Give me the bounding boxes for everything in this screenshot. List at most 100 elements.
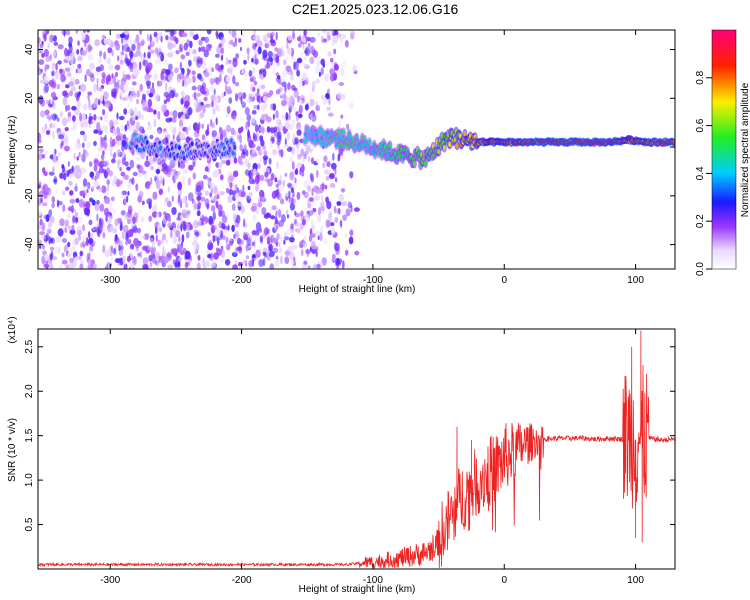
heatmap-noise-cell (70, 62, 74, 72)
heatmap-noise-cell (253, 35, 259, 40)
heatmap-noise-cell (163, 165, 169, 175)
heatmap-noise-cell (262, 113, 268, 121)
heatmap-noise-cell (74, 211, 78, 217)
snr-y-axis-label: SNR (10 * v/v) (7, 418, 18, 482)
heatmap-noise-cell (93, 164, 98, 172)
heatmap-noise-cell (286, 41, 289, 50)
heatmap-noise-cell (322, 97, 328, 105)
heatmap-noise-cell (263, 213, 269, 219)
heatmap-noise-cell (38, 136, 42, 142)
heatmap-noise-cell (208, 163, 211, 169)
heatmap-noise-cell (154, 47, 159, 54)
heatmap-noise-cell (206, 202, 210, 210)
heatmap-noise-cell (46, 115, 51, 120)
heatmap-noise-cell (177, 194, 181, 203)
heatmap-noise-cell (267, 57, 273, 62)
heatmap-noise-cell (274, 258, 280, 268)
heatmap-noise-cell (152, 211, 158, 218)
heatmap-noise-cell (203, 49, 209, 58)
heatmap-noise-cell (265, 93, 272, 98)
heatmap-noise-cell (160, 73, 167, 83)
heatmap-noise-cell (300, 148, 305, 157)
heatmap-noise-cell (167, 52, 173, 58)
heatmap-x-ticks: -300 -200 -100 0 100 (100, 30, 644, 286)
snr-y-tick-label: 2.5 (24, 339, 35, 353)
heatmap-noise-cell (42, 30, 46, 35)
heatmap-noise-cell (44, 151, 47, 158)
heatmap-noise-cell (200, 214, 205, 222)
heatmap-noise-cell (86, 188, 89, 193)
heatmap-noise-cell (43, 75, 50, 84)
heatmap-noise-cell (153, 202, 158, 212)
heatmap-noise-cell (43, 194, 48, 199)
heatmap-noise-cell (124, 124, 128, 132)
heatmap-noise-cell (75, 217, 78, 223)
heatmap-noise-cell (127, 103, 130, 108)
heatmap-noise-cell (336, 91, 343, 100)
heatmap-noise-cell (220, 36, 226, 44)
heatmap-noise-cell (66, 73, 72, 78)
heatmap-noise-cell (84, 120, 88, 128)
heatmap-noise-cell (169, 90, 176, 99)
heatmap-noise-cell (133, 67, 138, 73)
heatmap-noise-cell (115, 135, 122, 142)
heatmap-noise-cell (300, 211, 303, 218)
heatmap-noise-cell (275, 56, 280, 64)
heatmap-noise-cell (93, 140, 97, 147)
heatmap-noise-cell (147, 98, 153, 108)
heatmap-noise-cell (203, 96, 208, 102)
heatmap-noise-cell (209, 77, 215, 85)
heatmap-noise-cell (249, 191, 253, 197)
heatmap-noise-cell (235, 53, 239, 59)
heatmap-noise-cell (101, 72, 106, 79)
heatmap-noise-cell (69, 229, 76, 235)
heatmap-noise-cell (40, 68, 44, 73)
heatmap-noise-cell (290, 70, 293, 76)
heatmap-noise-cell (67, 206, 74, 212)
heatmap-noise-cell (255, 42, 258, 48)
heatmap-noise-cell (69, 90, 73, 97)
heatmap-noise-cell (121, 150, 126, 159)
heatmap-noise-cell (334, 242, 340, 252)
heatmap-noise-cell (87, 237, 94, 245)
heatmap-noise-cell (96, 213, 99, 222)
heatmap-noise-cell (345, 208, 351, 217)
heatmap-noise-cell (169, 30, 175, 37)
heatmap-noise-cell (276, 140, 281, 146)
heatmap-noise-cell (91, 186, 94, 192)
heatmap-noise-cell (280, 114, 285, 120)
heatmap-noise-cell (198, 180, 203, 190)
heatmap-noise-cell (269, 104, 272, 111)
heatmap-noise-cell (164, 197, 169, 203)
heatmap-noise-cell (229, 39, 234, 45)
heatmap-noise-cell (39, 231, 45, 236)
heatmap-noise-cell (180, 54, 186, 60)
heatmap-noise-cell (149, 107, 154, 113)
heatmap-noise-cell (94, 39, 101, 47)
heatmap-noise-cell (127, 238, 132, 245)
heatmap-noise-cell (130, 252, 133, 259)
heatmap-noise-cell (122, 224, 129, 233)
heatmap-noise-cell (84, 74, 87, 83)
snr-y-tick-label: 1.0 (24, 473, 35, 487)
heatmap-noise-cell (178, 119, 184, 128)
heatmap-noise-cell (309, 233, 316, 238)
heatmap-noise-cell (66, 49, 71, 57)
heatmap-noise-cell (283, 232, 287, 237)
heatmap-noise-cell (329, 67, 336, 76)
heatmap-noise-cell (64, 227, 68, 234)
heatmap-noise-cell (306, 36, 311, 42)
heatmap-noise-cell (208, 239, 212, 245)
heatmap-noise-cell (89, 245, 94, 252)
heatmap-cells (38, 30, 675, 269)
heatmap-noise-cell (255, 249, 261, 258)
heatmap-ridge-cell (341, 129, 346, 135)
heatmap-noise-cell (283, 239, 286, 245)
heatmap-noise-cell (175, 230, 181, 238)
heatmap-noise-cell (172, 134, 175, 140)
heatmap-noise-cell (57, 151, 62, 158)
heatmap-noise-cell (80, 167, 86, 175)
heatmap-noise-cell (180, 220, 186, 228)
heatmap-noise-cell (139, 126, 143, 134)
heatmap-ridge-cell (388, 142, 392, 148)
